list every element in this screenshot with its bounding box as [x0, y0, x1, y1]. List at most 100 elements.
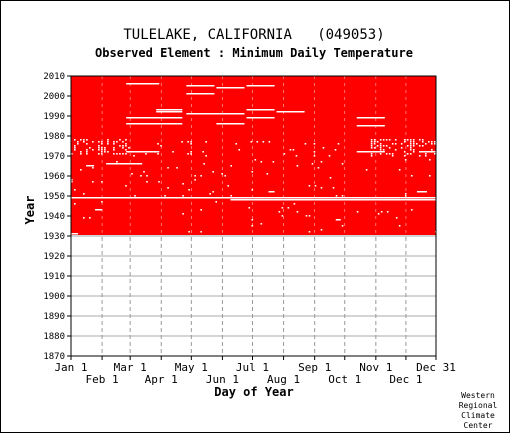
missing-day-mark	[172, 151, 174, 153]
missing-day-mark	[394, 149, 397, 151]
missing-day-mark	[403, 139, 406, 141]
missing-day-mark	[356, 211, 359, 213]
missing-day-mark	[250, 141, 253, 143]
missing-day-mark	[160, 145, 162, 147]
x-tick-label: Aug 1	[267, 373, 300, 386]
missing-day-mark	[101, 201, 103, 203]
x-tick-label: Oct 1	[328, 373, 361, 386]
missing-data-segment	[126, 117, 183, 119]
missing-day-mark	[74, 139, 76, 141]
missing-day-mark	[415, 143, 418, 145]
missing-data-segment	[216, 87, 245, 89]
missing-data-segment	[126, 83, 160, 85]
missing-day-mark	[365, 169, 368, 171]
missing-day-mark	[320, 187, 323, 189]
missing-day-mark	[203, 163, 205, 165]
missing-day-mark	[430, 141, 433, 143]
missing-day-mark	[370, 147, 373, 149]
y-tick-label: 1880	[43, 332, 65, 342]
missing-day-mark	[421, 141, 424, 143]
missing-day-mark	[248, 207, 251, 209]
missing-day-mark	[92, 141, 94, 143]
missing-day-mark	[77, 143, 79, 145]
missing-day-mark	[428, 175, 431, 177]
missing-data-segment	[230, 199, 436, 201]
missing-day-mark	[380, 211, 383, 213]
missing-day-mark	[379, 139, 382, 141]
missing-day-mark	[83, 141, 85, 143]
missing-day-mark	[430, 143, 433, 145]
missing-day-mark	[430, 149, 433, 151]
data-present-block	[71, 76, 436, 235]
missing-day-mark	[113, 143, 115, 145]
missing-day-mark	[116, 141, 118, 143]
missing-day-mark	[394, 143, 397, 145]
missing-day-mark	[370, 153, 373, 155]
missing-day-mark	[341, 195, 344, 197]
missing-day-mark	[403, 155, 406, 157]
missing-day-mark	[412, 139, 415, 141]
missing-day-mark	[74, 147, 76, 149]
missing-day-mark	[209, 193, 211, 195]
missing-day-mark	[182, 183, 184, 185]
missing-day-mark	[104, 151, 106, 153]
missing-day-mark	[400, 143, 403, 145]
missing-data-segment	[276, 111, 305, 113]
missing-data-segment	[71, 233, 79, 235]
missing-day-mark	[190, 143, 192, 145]
y-tick-label: 1910	[43, 272, 65, 282]
x-tick-label: Dec 1	[389, 373, 422, 386]
missing-day-mark	[272, 161, 275, 163]
missing-day-mark	[194, 175, 196, 177]
missing-day-mark	[421, 139, 424, 141]
missing-data-segment	[71, 197, 436, 199]
missing-day-mark	[80, 139, 82, 141]
missing-day-mark	[134, 195, 136, 197]
missing-day-mark	[80, 151, 82, 153]
missing-day-mark	[101, 143, 103, 145]
y-tick-label: 1900	[43, 292, 65, 302]
missing-day-mark	[409, 147, 412, 149]
missing-day-mark	[292, 149, 295, 151]
missing-day-mark	[266, 173, 269, 175]
missing-day-mark	[406, 145, 409, 147]
missing-day-mark	[83, 217, 85, 219]
missing-day-mark	[188, 189, 190, 191]
missing-day-mark	[254, 159, 257, 161]
missing-day-mark	[113, 149, 115, 151]
missing-day-mark	[221, 173, 224, 175]
missing-day-mark	[337, 143, 340, 145]
missing-day-mark	[89, 147, 91, 149]
missing-day-mark	[182, 195, 184, 197]
x-tick-label: Mar 1	[114, 361, 147, 374]
missing-day-mark	[406, 153, 409, 155]
missing-day-mark	[71, 181, 73, 183]
missing-day-mark	[98, 141, 100, 143]
missing-day-mark	[382, 149, 385, 151]
missing-day-mark	[410, 175, 413, 177]
missing-day-mark	[212, 171, 214, 173]
missing-day-mark	[376, 145, 379, 147]
missing-day-mark	[125, 139, 127, 141]
missing-day-mark	[92, 149, 94, 151]
missing-day-mark	[146, 181, 148, 183]
missing-day-mark	[335, 195, 338, 197]
missing-day-mark	[428, 159, 431, 161]
missing-day-mark	[328, 155, 331, 157]
missing-day-mark	[404, 193, 407, 195]
missing-data-segment	[268, 191, 275, 193]
missing-data-segment	[186, 85, 215, 87]
missing-day-mark	[409, 149, 412, 151]
missing-day-mark	[260, 223, 263, 225]
missing-day-mark	[122, 145, 124, 147]
missing-day-mark	[119, 153, 121, 155]
missing-data-segment	[416, 191, 427, 193]
missing-day-mark	[116, 153, 118, 155]
missing-day-mark	[238, 149, 241, 151]
missing-data-segment	[186, 93, 215, 95]
missing-day-mark	[74, 189, 76, 191]
missing-day-mark	[304, 143, 307, 145]
missing-day-mark	[398, 225, 401, 227]
